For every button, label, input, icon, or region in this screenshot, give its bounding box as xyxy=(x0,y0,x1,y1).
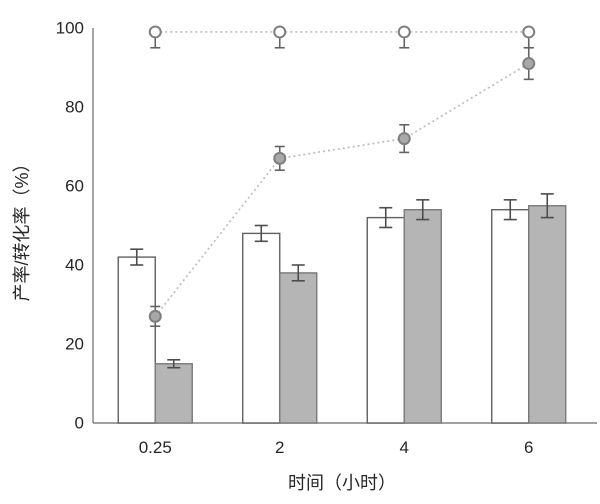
y-tick-label-40: 40 xyxy=(65,256,84,275)
filled-circle-marker-gray-dot-line-0.25 xyxy=(148,309,162,323)
x-axis-title: 时间（小时） xyxy=(288,473,396,493)
x-tick-label-6: 6 xyxy=(524,438,533,457)
x-tick-label-0.25: 0.25 xyxy=(139,438,172,457)
open-circle-marker-open-dot-line-6 xyxy=(522,25,536,39)
gray-bars-bar-0.25 xyxy=(154,363,193,424)
open-circle-marker-open-dot-line-4 xyxy=(397,25,411,39)
gray-bars-bar-2 xyxy=(279,272,318,424)
gray-bars-bar-4 xyxy=(403,208,442,424)
y-axis-title: 产率/转化率（%） xyxy=(12,154,32,301)
open-circle-marker-open-dot-line-0.25 xyxy=(148,25,162,39)
x-tick-label-2: 2 xyxy=(275,438,284,457)
y-tick-label-20: 20 xyxy=(65,335,84,354)
white-bars-bar-4 xyxy=(366,216,405,424)
white-bars-bar-2 xyxy=(242,232,281,424)
open-circle-marker-open-dot-line-2 xyxy=(273,25,287,39)
y-tick-label-60: 60 xyxy=(65,177,84,196)
y-tick-label-80: 80 xyxy=(65,98,84,117)
x-tick-label-4: 4 xyxy=(400,438,409,457)
y-tick-label-0: 0 xyxy=(75,414,84,433)
filled-circle-marker-gray-dot-line-2 xyxy=(273,151,287,165)
y-tick-label-100: 100 xyxy=(56,19,84,38)
filled-circle-marker-gray-dot-line-6 xyxy=(522,57,536,71)
white-bars-bar-6 xyxy=(491,208,530,424)
filled-circle-marker-gray-dot-line-4 xyxy=(397,132,411,146)
white-bars-bar-0.25 xyxy=(117,256,156,424)
gray-dot-line-path xyxy=(154,62,530,317)
gray-bars-bar-6 xyxy=(528,205,567,424)
